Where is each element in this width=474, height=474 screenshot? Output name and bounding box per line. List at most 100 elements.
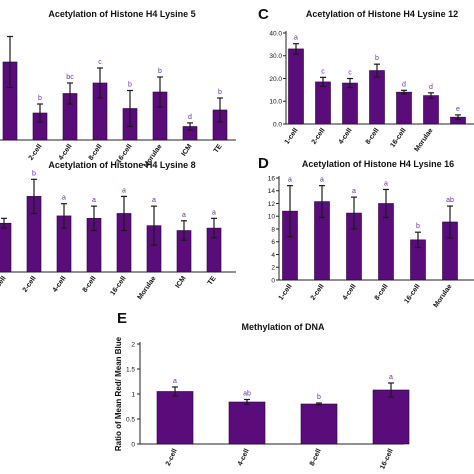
category-label: ICM <box>175 275 188 290</box>
y-tick-label: 40.0 <box>269 30 282 37</box>
y-tick-label: 1 <box>131 391 135 398</box>
bar <box>372 389 410 445</box>
bar <box>156 391 194 445</box>
chart-title: Acetylation of Histone H4 Lysine 8 <box>48 160 195 170</box>
significance-label: a <box>182 212 186 219</box>
category-label: 2-cell <box>310 283 326 302</box>
significance-label: b <box>317 394 321 401</box>
significance-label: a <box>320 177 324 184</box>
y-tick-label: 16 <box>268 175 276 182</box>
category-label: 16-cell <box>379 448 395 471</box>
category-label: 8-cell <box>365 127 381 146</box>
bar <box>228 401 266 445</box>
significance-label: a <box>384 180 388 187</box>
category-label: 16-cell <box>403 283 421 305</box>
category-label: 4-cell <box>58 143 74 162</box>
y-axis-label: Ratio of Mean Red/ Mean Blue <box>114 336 123 451</box>
y-tick-label: 10 <box>268 214 276 221</box>
category-label: TE <box>213 143 224 155</box>
significance-label: b <box>375 55 379 62</box>
category-label: ICM <box>181 143 194 158</box>
significance-label: e <box>456 106 460 113</box>
significance-label: ab <box>243 391 251 398</box>
significance-label: a <box>122 187 126 194</box>
panel-lysine5: Acetylation of Histone H4 Lysine 5 b 2-cel… <box>0 9 236 169</box>
category-label: 2-cell <box>311 127 327 146</box>
category-label: 2-cell <box>165 448 179 467</box>
significance-label: d <box>188 114 192 121</box>
significance-label: c <box>348 70 352 77</box>
bar <box>288 48 304 125</box>
significance-label: b <box>32 170 36 177</box>
panel-e-dna-methylation: Methylation of DNA E 0 0.5 1 1.5 2 Ratio of Mea… <box>114 310 410 471</box>
category-label: 8-cell <box>88 143 104 162</box>
category-label: 16-cell <box>389 127 407 149</box>
category-label: Morulae <box>414 127 435 153</box>
category-label: 1-cell <box>0 275 8 294</box>
category-label: 1-cell <box>284 127 300 146</box>
category-label: 8-cell <box>309 448 323 467</box>
y-tick-label: 0.5 <box>126 416 135 423</box>
y-tick-label: 4 <box>271 252 275 259</box>
y-tick-label: 0 <box>131 441 135 448</box>
panel-c-lysine12: Acetylation of Histone H4 Lysine 12C0.01… <box>258 6 474 153</box>
significance-label: c <box>98 59 102 66</box>
significance-label: d <box>429 84 433 91</box>
y-tick-label: 0.0 <box>273 121 282 128</box>
category-label: 8-cell <box>374 283 390 302</box>
bar <box>300 403 338 445</box>
y-tick-label: 30.0 <box>269 53 282 60</box>
significance-label: d <box>402 81 406 88</box>
significance-label: a <box>92 197 96 204</box>
y-tick-label: 1.5 <box>126 366 135 373</box>
y-tick-label: 2 <box>131 341 135 348</box>
significance-label: a <box>152 197 156 204</box>
y-tick-label: 0 <box>271 277 275 284</box>
y-tick-label: 2 <box>271 265 275 272</box>
y-tick-label: 12 <box>268 201 276 208</box>
panel-d-lysine16: Acetylation of Histone H4 Lysine 16 D 0 2 4 6… <box>258 155 474 309</box>
category-label: 4-cell <box>342 283 358 302</box>
category-label: Morulae <box>433 283 454 309</box>
category-label: 1-cell <box>278 283 294 302</box>
significance-label: c <box>321 68 325 75</box>
chart-title: Acetylation of Histone H4 Lysine 5 <box>48 9 195 19</box>
significance-label: b <box>158 68 162 75</box>
bar <box>342 82 358 125</box>
significance-label: b <box>218 89 222 96</box>
significance-label: a <box>212 209 216 216</box>
significance-label: ab <box>446 197 454 204</box>
significance-label: b <box>416 223 420 230</box>
significance-label: b <box>38 95 42 102</box>
significance-label: b <box>128 82 132 89</box>
chart-title: Acetylation of Histone H4 Lysine 12 <box>306 9 458 19</box>
significance-label: bc <box>66 74 74 81</box>
category-label: 2-cell <box>22 275 38 294</box>
chart-title: Methylation of DNA <box>242 322 325 332</box>
bar <box>369 70 385 125</box>
y-tick-label: 20.0 <box>269 76 282 83</box>
category-label: 4-cell <box>338 127 354 146</box>
chart-title: Acetylation of Histone H4 Lysine 16 <box>302 159 454 169</box>
y-tick-label: 6 <box>271 239 275 246</box>
significance-label: a <box>173 378 177 385</box>
panel-letter: E <box>117 310 127 327</box>
category-label: Morulae <box>137 275 158 301</box>
bar <box>0 222 12 273</box>
category-label: TE <box>207 275 218 287</box>
category-label: 2-cell <box>28 143 44 162</box>
category-label: 16-cell <box>109 275 127 297</box>
panel-letter: D <box>258 155 269 172</box>
y-tick-label: 8 <box>271 226 275 233</box>
significance-label: a <box>288 177 292 184</box>
significance-label: a <box>294 35 298 42</box>
category-label: 4-cell <box>237 448 251 467</box>
bar <box>315 81 331 125</box>
bar <box>396 91 412 125</box>
category-label: 4-cell <box>52 275 68 294</box>
significance-label: a <box>352 188 356 195</box>
panel-letter: C <box>258 6 269 23</box>
y-tick-label: 14 <box>268 188 276 195</box>
category-label: 8-cell <box>82 275 98 294</box>
